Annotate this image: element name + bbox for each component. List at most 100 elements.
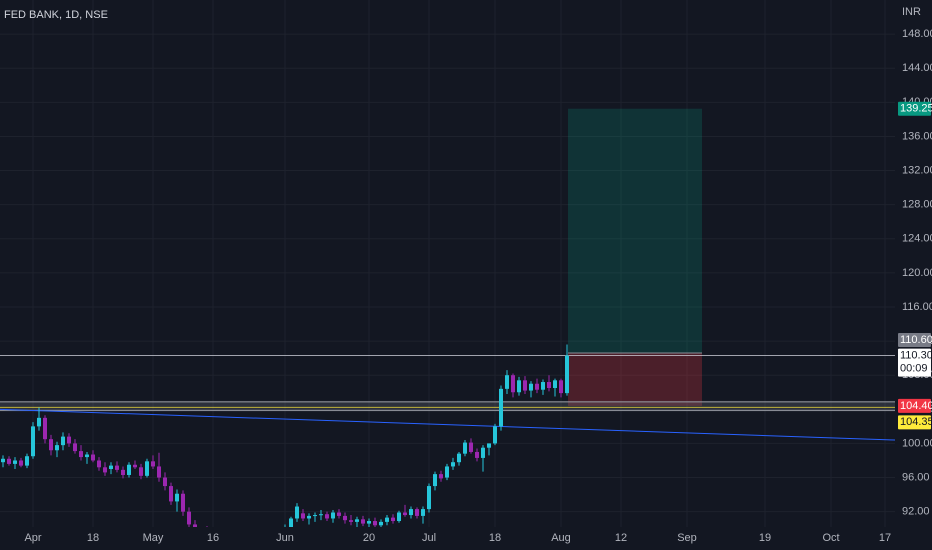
price-label: 110.60 xyxy=(900,334,932,346)
loss-zone xyxy=(568,353,702,406)
x-tick-label: Apr xyxy=(24,532,41,544)
candle-body xyxy=(331,512,335,519)
candle-body xyxy=(73,443,77,452)
candle-body xyxy=(445,466,449,478)
candle-body xyxy=(313,515,317,517)
candle-body xyxy=(25,456,29,466)
y-tick-label: 144.00 xyxy=(902,62,932,74)
candle-body xyxy=(19,460,23,466)
x-tick-label: 20 xyxy=(363,532,375,544)
candle-body xyxy=(415,509,419,516)
candle-body xyxy=(403,512,407,516)
candle-body xyxy=(157,466,161,478)
price-label: 104.40 xyxy=(900,400,932,412)
candle-body xyxy=(409,509,413,516)
y-tick-label: 120.00 xyxy=(902,267,932,279)
candle-body xyxy=(295,506,299,519)
x-tick-label: 16 xyxy=(207,532,219,544)
candle-body xyxy=(463,442,467,454)
price-label-box xyxy=(898,101,931,116)
candle-body xyxy=(127,464,131,475)
candle-body xyxy=(145,461,149,476)
candle-body xyxy=(559,380,563,394)
candle-body xyxy=(163,477,167,487)
candle-body xyxy=(37,417,41,427)
candle-body xyxy=(43,417,47,440)
candle-body xyxy=(373,521,377,526)
price-label-box xyxy=(898,398,931,413)
y-tick-label: 136.00 xyxy=(902,130,932,142)
candle-body xyxy=(427,486,431,510)
candle-body xyxy=(97,460,101,468)
candle-body xyxy=(535,383,539,390)
candle-body xyxy=(193,524,197,527)
y-tick-label: 100.00 xyxy=(902,437,932,449)
candle-body xyxy=(541,382,545,390)
candle-body xyxy=(481,447,485,458)
price-axis: 92.0096.00100.00104.00108.00112.00116.00… xyxy=(24,28,932,544)
candle-body xyxy=(457,453,461,463)
candle-body xyxy=(337,512,341,516)
candle-body xyxy=(67,436,71,444)
price-label-box xyxy=(898,333,931,348)
grid xyxy=(0,0,895,527)
candle-body xyxy=(139,467,143,476)
candle-body xyxy=(553,380,557,389)
candle-body xyxy=(451,462,455,467)
candle-body xyxy=(115,465,119,470)
candle-body xyxy=(121,469,125,475)
x-tick-label: Sep xyxy=(677,532,697,544)
candle-body xyxy=(55,445,59,451)
candle-body xyxy=(433,474,437,487)
candle-body xyxy=(169,486,173,502)
currency: INR xyxy=(902,6,921,18)
candle-body xyxy=(1,458,5,463)
candle-body xyxy=(31,426,35,457)
y-tick-label: 92.00 xyxy=(902,506,930,518)
last-price-label: 110.30 xyxy=(900,350,932,362)
y-tick-label: 148.00 xyxy=(902,28,932,40)
candle-body xyxy=(439,474,443,479)
x-tick-label: 19 xyxy=(759,532,771,544)
candle-body xyxy=(349,520,353,522)
candle-body xyxy=(529,383,533,391)
candle-body xyxy=(475,451,479,458)
profit-zone xyxy=(568,108,702,354)
candle-body xyxy=(547,382,551,389)
y-tick-label: 124.00 xyxy=(902,233,932,245)
x-tick-label: Jun xyxy=(276,532,294,544)
candle-body xyxy=(289,518,293,527)
candle-body xyxy=(301,513,305,519)
candle-body xyxy=(523,380,527,391)
y-tick-label: 116.00 xyxy=(902,301,932,313)
last-price-box xyxy=(898,348,931,377)
candle-body xyxy=(367,521,371,524)
x-tick-label: Jul xyxy=(422,532,436,544)
candle-body xyxy=(487,443,491,448)
candle-body xyxy=(13,460,17,464)
candle-body xyxy=(133,464,137,468)
x-tick-label: 18 xyxy=(87,532,99,544)
candle-body xyxy=(355,519,359,522)
x-tick-label: 17 xyxy=(879,532,891,544)
y-tick-label: 96.00 xyxy=(902,471,930,483)
x-tick-label: Oct xyxy=(822,532,839,544)
candle-body xyxy=(499,388,503,427)
x-tick-label: May xyxy=(143,532,164,544)
candle-body xyxy=(391,517,395,522)
candle-body xyxy=(181,493,185,512)
candle-body xyxy=(151,461,155,467)
price-label: 139.25 xyxy=(900,103,932,115)
candle-body xyxy=(469,442,473,452)
candle-body xyxy=(361,519,365,524)
candle-body xyxy=(109,465,113,470)
x-tick-label: Aug xyxy=(551,532,571,544)
candle-body xyxy=(187,511,191,525)
candle-body xyxy=(91,454,95,461)
candle-body xyxy=(565,355,569,394)
candle-body xyxy=(61,436,65,446)
countdown: 00:09 xyxy=(900,363,928,375)
candle-body xyxy=(421,509,425,516)
